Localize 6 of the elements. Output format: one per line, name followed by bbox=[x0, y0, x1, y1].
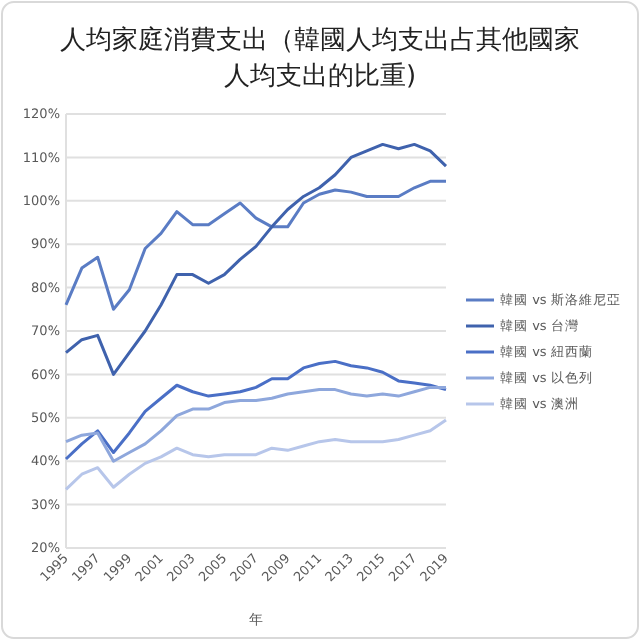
line-series bbox=[64, 179, 448, 311]
chart-title: 人均家庭消費支出（韓國人均支出占其他國家人均支出的比重) bbox=[60, 24, 580, 92]
line-series bbox=[64, 142, 448, 376]
line-series bbox=[64, 359, 448, 461]
line-series bbox=[64, 418, 448, 491]
line-series bbox=[64, 385, 448, 463]
